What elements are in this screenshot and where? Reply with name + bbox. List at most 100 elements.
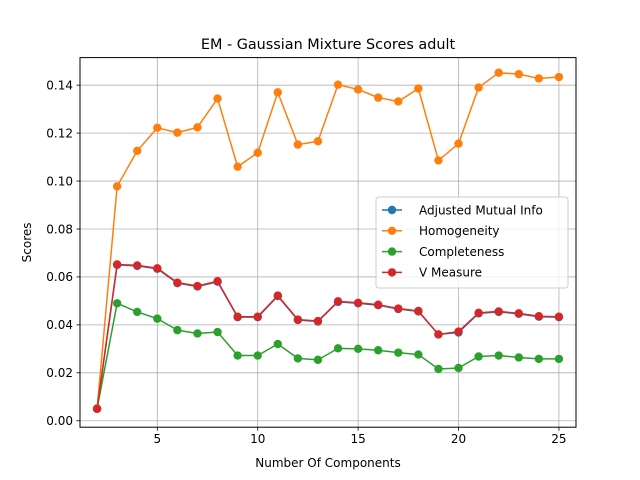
data-point <box>133 307 142 317</box>
data-point <box>474 308 483 318</box>
data-point <box>474 352 483 361</box>
legend-box <box>375 196 569 289</box>
x-tick-label: 20 <box>451 432 466 446</box>
data-point <box>414 84 423 93</box>
data-point <box>213 94 222 103</box>
data-point <box>454 363 463 373</box>
legend-label: Completeness <box>419 245 504 259</box>
series-layer <box>92 68 564 413</box>
series-v-measure <box>92 260 564 413</box>
plot-frame <box>79 57 577 428</box>
data-point <box>374 93 383 102</box>
data-point <box>193 123 202 132</box>
data-point <box>173 128 182 137</box>
data-point <box>253 351 262 360</box>
data-point <box>434 330 443 339</box>
data-point <box>213 277 222 286</box>
legend-marker <box>387 268 397 277</box>
data-point <box>333 80 343 89</box>
data-point <box>213 327 222 337</box>
data-point <box>514 353 523 362</box>
data-point <box>273 339 282 349</box>
data-point <box>293 140 303 149</box>
series-completeness <box>92 299 564 413</box>
x-tick-label: 25 <box>551 432 566 446</box>
x-axis-label: Number Of Components <box>255 456 400 470</box>
data-point <box>554 354 564 364</box>
legend-label: Adjusted Mutual Info <box>419 203 543 217</box>
y-tick-label: 0.14 <box>46 78 73 92</box>
legend: Adjusted Mutual Info Homogeneity Completen… <box>375 196 569 289</box>
data-point <box>333 344 343 353</box>
x-tick-label: 15 <box>350 432 365 446</box>
data-point <box>353 85 363 94</box>
data-point <box>233 162 242 171</box>
data-point <box>394 348 403 357</box>
legend-label: Homogeneity <box>419 224 500 238</box>
data-point <box>514 309 523 318</box>
data-point <box>374 300 383 309</box>
data-point <box>112 299 122 308</box>
data-point <box>193 329 202 338</box>
data-point <box>133 146 142 156</box>
data-point <box>313 137 323 146</box>
y-tick-label: 0.10 <box>46 174 73 188</box>
y-tick-label: 0.00 <box>46 414 73 428</box>
data-point <box>454 139 463 148</box>
data-point <box>313 316 323 326</box>
data-point <box>554 312 564 321</box>
y-tick-label: 0.06 <box>46 270 73 284</box>
data-point <box>112 182 122 191</box>
data-point <box>293 354 303 363</box>
data-point <box>173 325 182 335</box>
y-axis-label: Scores <box>20 222 34 262</box>
data-point <box>353 298 363 308</box>
data-point <box>374 346 383 355</box>
legend-marker <box>387 226 397 235</box>
legend-marker <box>387 247 397 256</box>
y-tick-label: 0.02 <box>46 366 73 380</box>
data-point <box>233 351 242 360</box>
data-point <box>333 297 343 306</box>
y-tick-label: 0.08 <box>46 222 73 236</box>
y-tick-label: 0.04 <box>46 318 73 332</box>
legend-label: V Measure <box>419 266 482 280</box>
x-tick-label: 5 <box>153 432 161 446</box>
data-point <box>153 264 162 273</box>
chart-title: EM - Gaussian Mixture Scores adult <box>201 37 456 53</box>
data-point <box>273 88 282 97</box>
data-point <box>133 261 142 270</box>
data-point <box>494 68 503 77</box>
data-point <box>514 69 523 79</box>
y-tick-label: 0.12 <box>46 126 73 140</box>
data-point <box>273 291 282 300</box>
data-point <box>534 354 544 364</box>
data-point <box>554 72 564 82</box>
series-homogeneity <box>92 68 564 413</box>
ticks: 5 10 15 20 25 0.00 0.02 0.04 0.06 0.08 0.10 0.12 0.1… <box>46 78 566 446</box>
data-point <box>153 123 162 133</box>
data-point <box>153 314 162 323</box>
data-point <box>193 281 202 291</box>
data-point <box>293 315 303 324</box>
data-point <box>434 364 443 374</box>
data-point <box>353 344 363 354</box>
data-point <box>394 97 403 106</box>
legend-marker <box>387 205 397 215</box>
data-point <box>233 312 242 321</box>
data-point <box>474 83 483 92</box>
data-point <box>434 156 443 165</box>
data-point <box>92 404 102 413</box>
data-point <box>534 312 544 321</box>
data-point <box>253 312 262 321</box>
data-point <box>173 278 182 287</box>
data-point <box>112 260 122 269</box>
x-tick-label: 10 <box>250 432 265 446</box>
data-point <box>313 355 323 365</box>
data-point <box>454 327 463 336</box>
data-point <box>394 304 403 313</box>
data-point <box>494 307 503 316</box>
data-point <box>494 351 503 360</box>
data-point <box>534 74 544 83</box>
